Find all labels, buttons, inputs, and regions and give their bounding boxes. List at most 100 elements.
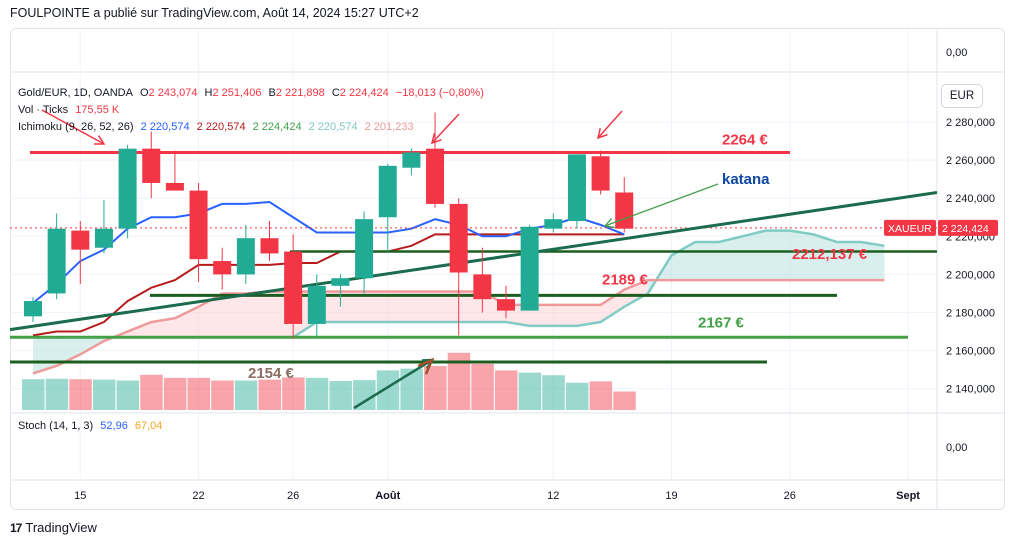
volume-bar bbox=[565, 382, 589, 410]
legend-ichimoku-chikou: 2 224,424 bbox=[252, 121, 302, 133]
legend-volume-label[interactable]: Vol · Ticks bbox=[18, 104, 69, 116]
legend-stoch-d: 67,04 bbox=[134, 420, 163, 432]
price-tag-value: 2 224,424 bbox=[942, 223, 989, 235]
arrow-top-right bbox=[596, 110, 623, 140]
candle bbox=[473, 247, 492, 313]
candle bbox=[567, 154, 586, 229]
candle-body bbox=[189, 190, 208, 260]
tradingview-logo[interactable]: 17 TradingView bbox=[10, 520, 97, 535]
candle bbox=[142, 131, 161, 199]
volume-bar bbox=[518, 372, 542, 410]
tradingview-wordmark: TradingView bbox=[25, 520, 97, 535]
candle-body bbox=[284, 251, 303, 324]
price-tick-label: 2 260,000 bbox=[946, 155, 995, 167]
time-tick-label: 26 bbox=[784, 490, 796, 502]
volume-bar bbox=[211, 380, 234, 410]
volume-bar bbox=[353, 380, 376, 410]
candle-body bbox=[615, 192, 634, 229]
legend-close: 2 224,424 bbox=[339, 87, 389, 99]
candle bbox=[355, 211, 374, 294]
candle-body bbox=[47, 228, 66, 294]
candle-series bbox=[24, 112, 634, 340]
legend-open: 2 243,074 bbox=[148, 87, 198, 99]
cloud-segment bbox=[813, 234, 838, 281]
price-tick-label: 2 200,000 bbox=[946, 269, 995, 281]
arrow-head bbox=[603, 218, 615, 229]
volume-bar bbox=[116, 380, 140, 410]
volume-bar bbox=[22, 379, 45, 410]
candle bbox=[615, 177, 634, 233]
cloud-segment bbox=[127, 322, 152, 338]
cloud-segment bbox=[174, 306, 199, 338]
stoch-pane-zero-label: 0,00 bbox=[946, 442, 967, 454]
volume-bar bbox=[234, 380, 258, 410]
candle bbox=[260, 221, 279, 262]
cloud-segment bbox=[624, 280, 648, 307]
chart-frame bbox=[10, 28, 1005, 510]
label-2264: 2264 € bbox=[722, 131, 769, 148]
cloud-segment bbox=[482, 291, 506, 323]
legend-low: 2 221,898 bbox=[275, 87, 325, 99]
cloud-segment bbox=[222, 293, 246, 338]
cloud-segment bbox=[387, 291, 412, 323]
candle-body bbox=[94, 228, 113, 248]
candle-body bbox=[378, 165, 397, 218]
price-tag-symbol-bg bbox=[884, 219, 936, 236]
arrow-katana bbox=[603, 183, 719, 229]
volume-bar bbox=[376, 370, 400, 410]
candle bbox=[449, 198, 468, 336]
currency-button[interactable]: EUR bbox=[941, 84, 983, 108]
legend-ichimoku-span-b: 2 201,233 bbox=[364, 121, 414, 133]
candle-body bbox=[473, 274, 492, 300]
volume-bar bbox=[305, 377, 329, 410]
legend-ichimoku-label[interactable]: Ichimoku (9, 26, 52, 26) bbox=[18, 121, 134, 133]
price-tick-label: 2 280,000 bbox=[946, 117, 995, 129]
cloud-segment bbox=[789, 230, 814, 281]
legend-stoch-label[interactable]: Stoch (14, 1, 3) bbox=[18, 420, 94, 432]
candle-body bbox=[520, 226, 539, 311]
legend-h-label: H bbox=[204, 87, 213, 99]
legend-symbol[interactable]: Gold/EUR, 1D, OANDA bbox=[18, 87, 133, 99]
cloud-segment bbox=[553, 304, 577, 326]
candle-body bbox=[426, 148, 445, 204]
volume-bar bbox=[471, 363, 494, 410]
price-tag-value-bg bbox=[938, 219, 998, 236]
legend-ichimoku-tenkan: 2 220,574 bbox=[140, 121, 190, 133]
candle bbox=[236, 224, 255, 284]
time-tick-label: 19 bbox=[665, 490, 677, 502]
label-2189: 2189 € bbox=[602, 271, 649, 288]
arrow-shaft bbox=[604, 183, 719, 227]
volume-series bbox=[22, 352, 636, 410]
legend-ichimoku-kijun: 2 220,574 bbox=[196, 121, 246, 133]
tradingview-mark-icon: 17 bbox=[10, 520, 22, 535]
candle bbox=[331, 274, 350, 307]
candle-body bbox=[544, 219, 563, 229]
volume-pane-zero-label: 0,00 bbox=[946, 47, 967, 59]
trend-line bbox=[9, 191, 938, 332]
candle-body bbox=[260, 238, 279, 254]
arrow-head bbox=[430, 133, 442, 145]
arrow-head bbox=[93, 135, 106, 145]
cloud-segment bbox=[151, 318, 175, 338]
volume-bar bbox=[329, 380, 352, 410]
time-tick-label: 22 bbox=[192, 490, 204, 502]
candle bbox=[71, 221, 90, 284]
candle bbox=[307, 274, 326, 338]
candle bbox=[402, 148, 421, 176]
legend-ichimoku-span-a: 2 220,574 bbox=[308, 121, 358, 133]
volume-bar bbox=[613, 391, 636, 410]
legend-stoch-row: Stoch (14, 1, 3) 52,96 67,04 bbox=[18, 420, 166, 432]
arrow-shaft bbox=[41, 109, 105, 145]
cloud-segment bbox=[718, 236, 743, 281]
candle bbox=[378, 163, 397, 252]
candle-body bbox=[567, 154, 586, 222]
arrow-shaft bbox=[597, 110, 623, 139]
candle bbox=[284, 234, 303, 340]
legend-c-label: C bbox=[331, 87, 340, 99]
time-tick-label: 26 bbox=[287, 490, 299, 502]
volume-bar bbox=[495, 370, 518, 410]
legend-volume-row: Vol · Ticks 175,55 K bbox=[18, 104, 123, 116]
candle-body bbox=[449, 203, 468, 273]
arrow-shaft bbox=[353, 358, 433, 410]
